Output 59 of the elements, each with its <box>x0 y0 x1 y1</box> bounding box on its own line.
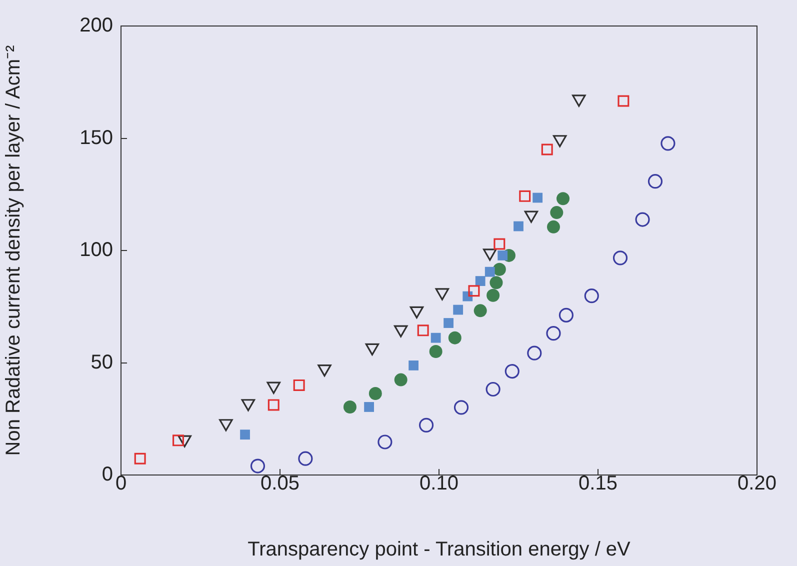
point <box>556 192 570 206</box>
point <box>343 400 356 414</box>
point <box>240 430 250 440</box>
point <box>430 332 441 343</box>
point <box>298 451 313 466</box>
point <box>660 136 676 151</box>
point <box>453 304 464 315</box>
point <box>490 276 503 290</box>
point <box>635 212 650 227</box>
point <box>250 458 266 474</box>
y-tick-label: 50 <box>90 351 113 374</box>
x-tick-label: 0 <box>115 472 127 495</box>
y-tick-label: 100 <box>80 239 113 262</box>
point <box>418 418 434 432</box>
point <box>519 190 531 202</box>
point <box>550 206 564 220</box>
point <box>546 326 561 341</box>
point <box>612 250 628 266</box>
point <box>492 262 506 276</box>
point <box>474 304 487 318</box>
point <box>468 285 480 297</box>
x-axis-title: Transparency point - Transition energy / eV <box>248 538 632 561</box>
y-tick-label: 150 <box>80 126 113 149</box>
point <box>429 345 442 358</box>
point <box>618 95 630 107</box>
point <box>368 387 382 400</box>
point <box>584 288 599 304</box>
y-axis-title: Non Radative current density per layer / Acm⁻² <box>2 44 25 456</box>
y-tick-label: 200 <box>80 14 113 37</box>
point <box>484 266 495 277</box>
point <box>486 288 500 302</box>
point <box>293 379 305 391</box>
x-tick-label: 0.10 <box>420 472 458 495</box>
point <box>532 192 543 203</box>
point <box>444 318 454 328</box>
x-tick-label: 0.20 <box>738 472 776 495</box>
point <box>394 373 408 386</box>
x-tick-label: 0.15 <box>578 472 618 495</box>
point <box>475 276 486 286</box>
point <box>408 360 419 370</box>
point <box>268 399 280 411</box>
point <box>448 331 462 344</box>
point <box>417 324 429 336</box>
point <box>546 220 560 234</box>
point <box>134 452 146 464</box>
point <box>494 238 506 250</box>
point <box>454 400 469 415</box>
point <box>648 174 663 189</box>
point <box>527 346 542 360</box>
point <box>504 364 520 379</box>
point <box>498 250 508 260</box>
point <box>364 402 374 412</box>
point <box>486 382 500 397</box>
point <box>541 144 553 156</box>
point <box>378 434 392 450</box>
point <box>172 434 184 446</box>
point <box>558 308 574 322</box>
point <box>514 221 524 232</box>
x-tick-label: 0.05 <box>260 472 300 495</box>
